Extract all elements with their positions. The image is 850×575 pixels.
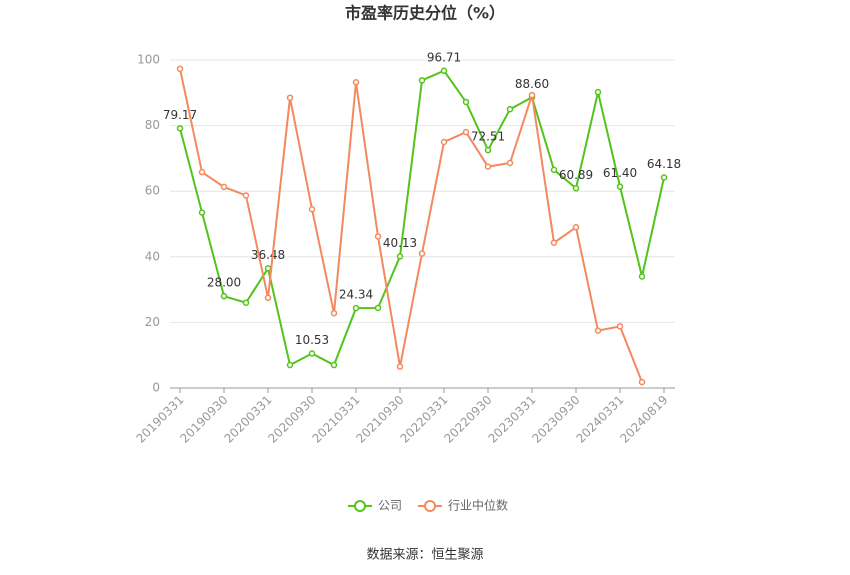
data-label: 88.60 <box>515 77 549 91</box>
point <box>220 183 228 191</box>
x-tick-label: 20240819 <box>618 393 671 446</box>
point <box>616 183 624 190</box>
point <box>616 323 624 330</box>
data-label: 28.00 <box>207 276 241 290</box>
series-line <box>179 69 665 367</box>
point <box>308 205 316 213</box>
point <box>660 174 668 181</box>
point <box>374 304 382 312</box>
data-label: 10.53 <box>295 333 329 347</box>
point <box>396 253 404 260</box>
point <box>242 299 250 306</box>
point <box>572 224 580 231</box>
point <box>176 125 184 132</box>
point <box>352 79 360 86</box>
point <box>418 77 426 84</box>
source: 数据来源：恒生聚源 <box>366 548 483 563</box>
point <box>220 292 228 300</box>
chart-title: 市盈率历史分位（%） <box>345 4 505 23</box>
point <box>198 168 206 176</box>
legend-label: 公司 <box>378 499 402 513</box>
point <box>462 128 470 136</box>
point <box>308 350 316 357</box>
y-tick-label: 20 <box>145 315 160 329</box>
y-tick-label: 60 <box>145 184 160 198</box>
point <box>484 163 492 170</box>
data-label: 24.34 <box>339 288 373 302</box>
point <box>176 65 184 73</box>
data-label: 79.17 <box>163 108 197 122</box>
data-label: 40.13 <box>383 236 417 250</box>
point <box>638 273 646 280</box>
point <box>330 361 338 369</box>
point <box>594 327 602 334</box>
point <box>550 166 558 174</box>
point <box>374 233 382 240</box>
point <box>264 265 272 272</box>
point <box>506 105 514 113</box>
point <box>440 138 448 146</box>
point <box>418 250 426 257</box>
point <box>264 294 272 302</box>
point <box>286 361 294 369</box>
data-label: 61.40 <box>603 166 637 180</box>
point <box>572 185 580 192</box>
point <box>396 363 404 370</box>
y-tick-label: 0 <box>152 381 160 395</box>
legend-marker <box>424 500 437 512</box>
legend-label: 行业中位数 <box>448 498 508 513</box>
point <box>484 146 492 154</box>
point <box>528 91 536 99</box>
data-label: 60.89 <box>559 168 593 182</box>
point <box>198 209 206 216</box>
point <box>330 309 338 317</box>
data-label: 64.18 <box>647 157 681 171</box>
point <box>638 378 646 386</box>
point <box>352 304 360 312</box>
point <box>506 159 514 167</box>
point <box>462 98 470 106</box>
y-tick-label: 40 <box>145 249 160 263</box>
point <box>550 239 558 246</box>
legend-marker <box>354 500 366 512</box>
y-tick-label: 80 <box>145 118 160 132</box>
point <box>286 94 294 101</box>
data-label: 96.71 <box>427 50 461 64</box>
point <box>594 88 602 96</box>
data-label: 36.48 <box>251 248 285 262</box>
y-tick-label: 100 <box>137 53 160 67</box>
point <box>440 67 448 75</box>
data-label: 72.51 <box>471 130 505 144</box>
point <box>242 192 250 199</box>
series-line <box>179 68 643 383</box>
